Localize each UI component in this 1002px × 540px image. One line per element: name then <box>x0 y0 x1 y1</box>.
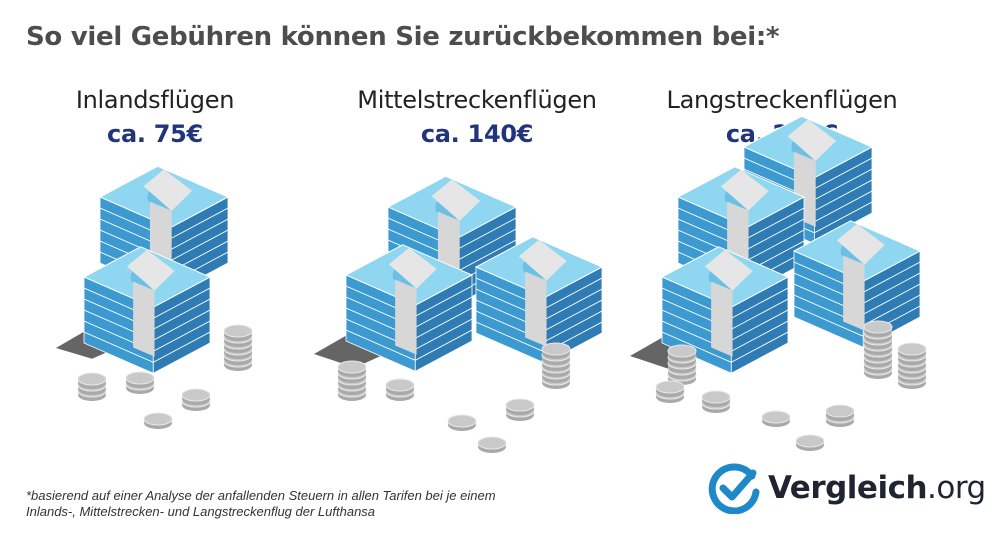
column-domestic: Inlandsflügen ca. 75€ <box>70 86 240 148</box>
money-band <box>143 169 193 211</box>
money-band <box>720 169 769 211</box>
coin <box>761 410 791 424</box>
coin <box>385 378 415 392</box>
coin <box>825 404 855 418</box>
footnote: *basierend auf einer Analyse der anfalle… <box>26 488 496 520</box>
money-band <box>787 119 837 161</box>
coin <box>541 342 571 356</box>
coin <box>505 398 535 412</box>
coin <box>337 360 367 374</box>
column-amount: ca. 140€ <box>420 120 534 148</box>
coin <box>863 320 893 334</box>
coin <box>701 390 731 404</box>
checkmark-circle-icon <box>708 463 760 514</box>
logo-wordmark: Vergleich.org <box>768 470 986 506</box>
column-label: Inlandsflügen <box>75 86 235 114</box>
money-band <box>126 249 175 291</box>
stack-shadow <box>314 330 394 368</box>
column-label: Langstreckenflügen <box>666 86 898 114</box>
footnote-line-2: Inlands-, Mittelstrecken- und Langstreck… <box>26 504 376 519</box>
money-band <box>518 239 567 281</box>
column-medium-haul: Mittelstreckenflügen ca. 140€ <box>352 86 602 148</box>
coin <box>125 371 155 385</box>
coin <box>795 434 825 448</box>
money-band <box>711 281 733 357</box>
logo-name: Vergleich <box>768 470 928 506</box>
coin <box>223 324 253 338</box>
coin <box>143 412 173 426</box>
money-band <box>525 271 547 347</box>
coin <box>897 342 927 356</box>
coin <box>667 344 697 358</box>
money-band <box>431 179 481 221</box>
headline: So viel Gebühren können Sie zurückbekomm… <box>26 22 780 52</box>
column-label: Mittelstreckenflügen <box>357 86 597 114</box>
logo-suffix: .org <box>927 470 986 506</box>
coin <box>181 388 211 402</box>
coin <box>655 380 685 394</box>
vergleich-logo[interactable]: Vergleich.org <box>708 462 986 514</box>
column-amount: ca. 75€ <box>107 120 203 148</box>
money-band <box>388 247 437 289</box>
money-band <box>843 255 865 331</box>
footnote-line-1: *basierend auf einer Analyse der anfalle… <box>26 488 496 503</box>
money-band <box>836 223 885 265</box>
coin <box>477 436 507 450</box>
money-band <box>395 279 417 355</box>
money-band <box>133 281 155 357</box>
money-band <box>704 249 753 291</box>
coin <box>77 372 107 386</box>
coin <box>447 414 477 428</box>
